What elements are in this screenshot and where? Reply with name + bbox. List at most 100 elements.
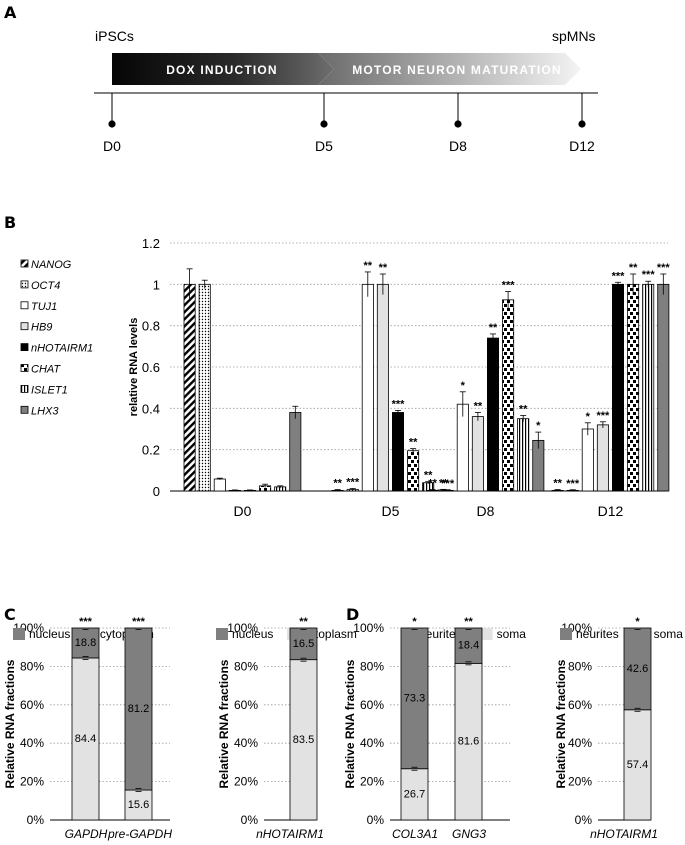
significance-stars: *** xyxy=(392,398,406,410)
significance-stars: *** xyxy=(642,269,656,281)
legend-swatch xyxy=(13,628,25,640)
data-label: 42.6 xyxy=(627,663,648,675)
legend-swatch xyxy=(20,364,29,372)
significance-stars: *** xyxy=(657,262,671,274)
y-tick-label: 0% xyxy=(367,813,385,827)
x-tick-label: D0 xyxy=(233,503,251,519)
data-label: 18.8 xyxy=(75,637,96,649)
y-tick-label: 0.6 xyxy=(142,360,160,375)
y-tick-label: 40% xyxy=(360,736,384,750)
data-label: 84.4 xyxy=(75,733,96,745)
x-tick-label: nHOTAIRM1 xyxy=(256,827,324,841)
y-tick-label: 100% xyxy=(227,621,258,635)
bar xyxy=(361,283,374,492)
legend-label: soma xyxy=(497,627,527,641)
significance-stars: ** xyxy=(629,262,638,274)
legend-swatch xyxy=(20,259,29,268)
significance-stars: ** xyxy=(553,478,562,490)
significance-stars: *** xyxy=(566,478,580,490)
legend-swatch xyxy=(560,628,572,640)
timeline: D0 D5 D8 D12 xyxy=(103,93,595,154)
phase1-label: DOX INDUCTION xyxy=(166,63,278,77)
x-tick-label: D5 xyxy=(381,503,399,519)
legend-swatch xyxy=(20,322,29,331)
stacked-chart: 0%20%40%60%80%100%Relative RNA fractions… xyxy=(343,616,526,841)
x-tick-label: D8 xyxy=(476,503,494,519)
legend-label: ISLET1 xyxy=(31,384,68,396)
data-label: 15.6 xyxy=(128,799,149,811)
dox-induction-arrow xyxy=(112,53,334,85)
legend-label: TUJ1 xyxy=(31,301,57,313)
significance-stars: ** xyxy=(439,477,448,489)
bar xyxy=(486,337,499,492)
y-tick-label: 60% xyxy=(360,698,384,712)
bar-lower-segment xyxy=(454,662,483,821)
significance-stars: *** xyxy=(596,410,610,422)
y-axis-title: Relative RNA fractions xyxy=(343,659,357,788)
stacked-chart: 0%20%40%60%80%100%Relative RNA fractions… xyxy=(554,616,683,841)
legend-label: NANOG xyxy=(31,259,72,271)
bar xyxy=(517,418,530,492)
significance-stars: *** xyxy=(441,478,455,490)
x-tick-label: GAPDH xyxy=(65,827,108,841)
y-tick-label: 0 xyxy=(153,484,160,499)
bar-upper-segment xyxy=(454,627,483,664)
y-tick-label: 80% xyxy=(234,659,258,673)
x-tick-label: nHOTAIRM1 xyxy=(590,827,658,841)
timepoint-dot xyxy=(108,120,116,128)
significance-stars: ** xyxy=(379,262,388,274)
data-label: 81.6 xyxy=(458,736,479,748)
legend-label: nucleus xyxy=(232,627,273,641)
significance-stars: *** xyxy=(132,616,146,628)
y-tick-label: 100% xyxy=(353,621,384,635)
y-tick-label: 0.2 xyxy=(142,443,160,458)
timepoint-label: D12 xyxy=(569,138,595,154)
bar-lower-segment xyxy=(71,657,100,821)
data-label: 18.4 xyxy=(458,640,479,652)
significance-stars: ** xyxy=(474,400,483,412)
bar xyxy=(581,428,594,492)
legend-swatch xyxy=(20,280,29,289)
legend-label: LHX3 xyxy=(31,405,59,417)
significance-stars: *** xyxy=(79,616,93,628)
legend-swatch xyxy=(20,405,29,414)
significance-stars: * xyxy=(461,380,466,392)
data-label: 26.7 xyxy=(404,788,425,800)
y-tick-label: 20% xyxy=(20,775,44,789)
legend-label: HB9 xyxy=(31,322,52,334)
y-tick-label: 80% xyxy=(20,659,44,673)
timepoint-label: D8 xyxy=(449,138,467,154)
significance-stars: * xyxy=(412,616,417,628)
bar xyxy=(213,478,226,492)
legend-label: nHOTAIRM1 xyxy=(31,343,93,355)
y-axis-title: relative RNA levels xyxy=(128,318,140,417)
phase2-label: MOTOR NEURON MATURATION xyxy=(352,63,562,77)
stacked-chart: 0%20%40%60%80%100%Relative RNA fractions… xyxy=(3,616,172,841)
y-tick-label: 1 xyxy=(153,277,160,292)
significance-stars: * xyxy=(586,411,591,423)
legend-swatch xyxy=(20,301,29,310)
data-label: 83.5 xyxy=(293,734,314,746)
legend-label: soma xyxy=(654,627,684,641)
significance-stars: ** xyxy=(424,470,433,482)
y-tick-label: 0% xyxy=(27,813,45,827)
significance-stars: *** xyxy=(346,477,360,489)
bar-upper-segment xyxy=(71,627,100,659)
bar-lower-segment xyxy=(289,659,318,821)
bar xyxy=(391,412,404,492)
panel-label-d: D xyxy=(346,605,359,624)
y-tick-label: 0.8 xyxy=(142,319,160,334)
x-tick-label: COL3A1 xyxy=(392,827,438,841)
legend-swatch xyxy=(20,343,29,352)
legend-label: CHAT xyxy=(31,364,61,376)
y-tick-label: 0% xyxy=(241,813,259,827)
data-label: 81.2 xyxy=(128,703,149,715)
significance-stars: * xyxy=(536,420,541,432)
bar xyxy=(612,283,625,492)
y-tick-label: 0% xyxy=(575,813,593,827)
legend-label: neurites xyxy=(576,627,619,641)
y-tick-label: 60% xyxy=(20,698,44,712)
significance-stars: *** xyxy=(612,270,626,282)
timepoint-dot xyxy=(320,120,328,128)
y-tick-label: 60% xyxy=(234,698,258,712)
